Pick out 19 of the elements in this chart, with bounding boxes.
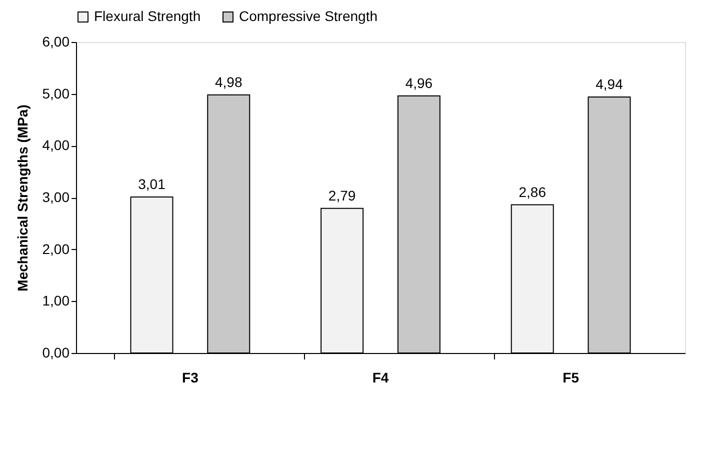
y-tick-label: 5,00 xyxy=(42,85,70,102)
legend-label: Flexural Strength xyxy=(94,8,201,24)
data-label: 2,86 xyxy=(518,184,546,200)
data-label: 2,79 xyxy=(328,187,356,204)
y-tick-label: 3,00 xyxy=(42,189,70,205)
data-label: 3,01 xyxy=(138,176,166,192)
x-tick-label: F5 xyxy=(562,370,580,386)
legend-label: Compressive Strength xyxy=(239,8,378,24)
x-tick-label: F4 xyxy=(372,370,389,386)
x-tick-label: F3 xyxy=(182,370,199,386)
data-label: 4,94 xyxy=(596,76,624,92)
y-tick-label: 4,00 xyxy=(42,137,70,154)
data-label: 4,98 xyxy=(215,74,242,90)
y-tick-label: 6,00 xyxy=(42,34,70,50)
y-tick-label: 1,00 xyxy=(42,292,70,309)
y-tick-label: 0,00 xyxy=(42,344,70,360)
y-axis-title: Mechanical Strengths (MPa) xyxy=(14,104,30,292)
y-tick-label: 2,00 xyxy=(42,240,70,257)
data-label: 4,96 xyxy=(405,74,433,91)
